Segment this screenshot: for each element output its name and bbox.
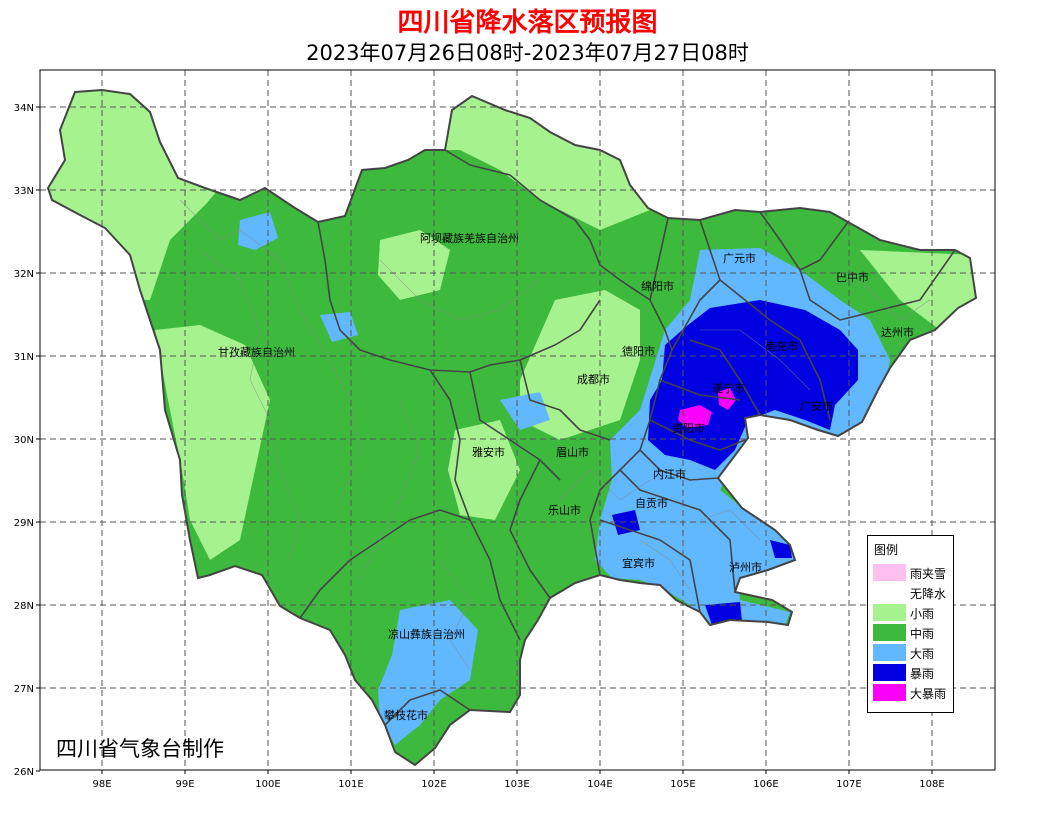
lat-tick-label: 26N	[14, 767, 34, 778]
lat-tick-label: 27N	[14, 684, 34, 695]
lon-tick-label: 103E	[504, 779, 529, 790]
lon-tick-label: 108E	[919, 779, 944, 790]
lat-tick-label: 28N	[14, 601, 34, 612]
region-label-liangshan: 凉山彝族自治州	[388, 627, 465, 641]
legend-label: 大暴雨	[910, 687, 947, 701]
map-title: 四川省降水落区预报图	[397, 8, 658, 38]
province-boundary	[46, 88, 978, 767]
region-label-chengdu: 成都市	[577, 372, 610, 386]
lat-tick-label: 33N	[14, 186, 34, 197]
legend-item-heavy-rain: 大雨	[873, 643, 953, 662]
region-label-neijiang: 内江市	[653, 467, 686, 481]
region-label-guangan: 广安市	[800, 399, 833, 413]
legend-swatch	[873, 624, 906, 641]
legend: 图例 雨夹雪 无降水 小雨 中雨 大雨 暴雨 大暴雨	[867, 535, 954, 713]
legend-item-rainstorm: 暴雨	[873, 663, 953, 682]
lat-tick-label: 32N	[14, 269, 34, 280]
lat-tick-label: 34N	[14, 103, 34, 114]
lon-tick-label: 105E	[670, 779, 695, 790]
lon-tick-label: 106E	[753, 779, 778, 790]
region-label-mianyang: 绵阳市	[641, 279, 674, 293]
lon-tick-label: 100E	[255, 779, 280, 790]
region-label-ziyang: 资阳市	[672, 421, 705, 435]
legend-label: 无降水	[910, 587, 947, 601]
legend-swatch	[873, 684, 906, 701]
region-label-panzhihua: 攀枝花市	[384, 708, 428, 722]
lat-tick-label: 31N	[14, 352, 34, 363]
legend-label: 暴雨	[910, 667, 935, 681]
region-label-deyang: 德阳市	[622, 344, 655, 358]
legend-swatch	[873, 644, 906, 661]
legend-label: 雨夹雪	[910, 567, 947, 581]
lon-tick-label: 98E	[92, 779, 111, 790]
legend-item-no-precipitation: 无降水	[873, 583, 953, 602]
region-label-zigong: 自贡市	[635, 496, 668, 510]
region-label-yaan: 雅安市	[472, 445, 505, 459]
legend-swatch	[873, 604, 906, 621]
legend-title: 图例	[874, 543, 899, 557]
region-label-luzhou: 泸州市	[729, 560, 762, 574]
region-label-leshan: 乐山市	[548, 503, 581, 517]
latitude-axis: 34N 33N 32N 31N 30N 29N 28N 27N 26N	[14, 103, 40, 778]
lat-tick-label: 30N	[14, 435, 34, 446]
lon-tick-label: 104E	[587, 779, 612, 790]
region-label-nanchong: 南充市	[765, 339, 798, 353]
legend-label: 小雨	[910, 607, 935, 621]
legend-item-sleet: 雨夹雪	[873, 563, 953, 582]
legend-swatch	[873, 584, 906, 601]
region-label-guangyuan: 广元市	[723, 251, 756, 265]
region-label-ganzi: 甘孜藏族自治州	[218, 345, 295, 359]
lon-tick-label: 107E	[836, 779, 861, 790]
forecast-period: 2023年07月26日08时-2023年07月27日08时	[306, 41, 749, 65]
region-label-bazhong: 巴中市	[836, 270, 869, 284]
region-label-yibin: 宜宾市	[622, 556, 655, 570]
lon-tick-label: 102E	[421, 779, 446, 790]
region-label-suining: 遂宁市	[712, 381, 745, 395]
lon-tick-label: 99E	[175, 779, 194, 790]
legend-swatch	[873, 564, 906, 581]
lat-tick-label: 29N	[14, 518, 34, 529]
legend-item-heavy-rainstorm: 大暴雨	[873, 683, 953, 702]
legend-swatch	[873, 664, 906, 681]
prefecture-boundaries	[299, 149, 956, 726]
legend-label: 大雨	[910, 647, 935, 661]
legend-item-light-rain: 小雨	[873, 603, 953, 622]
region-label-meishan: 眉山市	[556, 445, 589, 459]
region-label-aba: 阿坝藏族羌族自治州	[420, 231, 519, 245]
credit-text: 四川省气象台制作	[56, 737, 224, 761]
county-boundaries	[179, 199, 931, 671]
region-labels: 阿坝藏族羌族自治州 甘孜藏族自治州 广元市 巴中市 绵阳市 达州市 德阳市 南充…	[218, 231, 914, 722]
longitude-axis: 98E 99E 100E 101E 102E 103E 104E 105E 106E 107E 10…	[92, 770, 945, 790]
lon-tick-label: 101E	[338, 779, 363, 790]
region-label-dazhou: 达州市	[881, 325, 914, 339]
lat-lon-grid	[40, 70, 995, 770]
legend-item-moderate-rain: 中雨	[873, 623, 953, 642]
legend-label: 中雨	[910, 627, 935, 641]
